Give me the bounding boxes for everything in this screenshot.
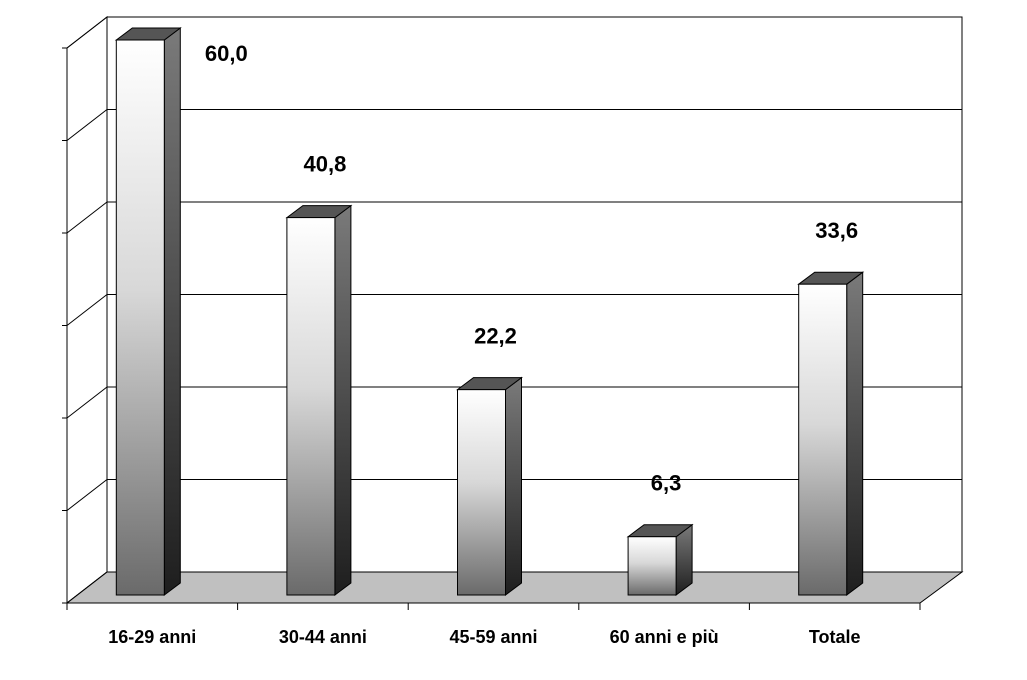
bar-face [627, 536, 677, 596]
bar-face [846, 271, 864, 596]
y-tick [66, 201, 108, 234]
x-tick-label: Totale [809, 627, 861, 647]
value-label: 40,8 [303, 151, 346, 176]
bar-face [115, 39, 165, 596]
bar-face [798, 283, 848, 596]
bar [114, 27, 182, 596]
x-tick-label: 45-59 anni [449, 627, 537, 647]
bar [626, 523, 694, 596]
y-tick [66, 479, 108, 511]
x-tick-label: 60 anni e più [610, 627, 719, 647]
y-tick [66, 294, 108, 326]
x-tick-label: 30-44 anni [279, 627, 367, 647]
value-label: 33,6 [815, 218, 858, 243]
y-tick [66, 16, 108, 49]
bar [797, 271, 865, 596]
y-tick [66, 571, 108, 604]
value-label: 60,0 [205, 41, 248, 66]
bar-face [505, 376, 522, 596]
value-label: 6,3 [651, 471, 682, 496]
bar [456, 376, 523, 596]
x-tick-label: 16-29 anni [108, 627, 196, 647]
bar [285, 204, 353, 596]
y-tick [66, 109, 108, 141]
y-tick [66, 386, 108, 419]
bar-face [334, 204, 352, 596]
bar-face [286, 217, 336, 596]
bar-face [457, 389, 506, 596]
bar-face [163, 27, 181, 596]
value-label: 22,2 [474, 323, 517, 348]
